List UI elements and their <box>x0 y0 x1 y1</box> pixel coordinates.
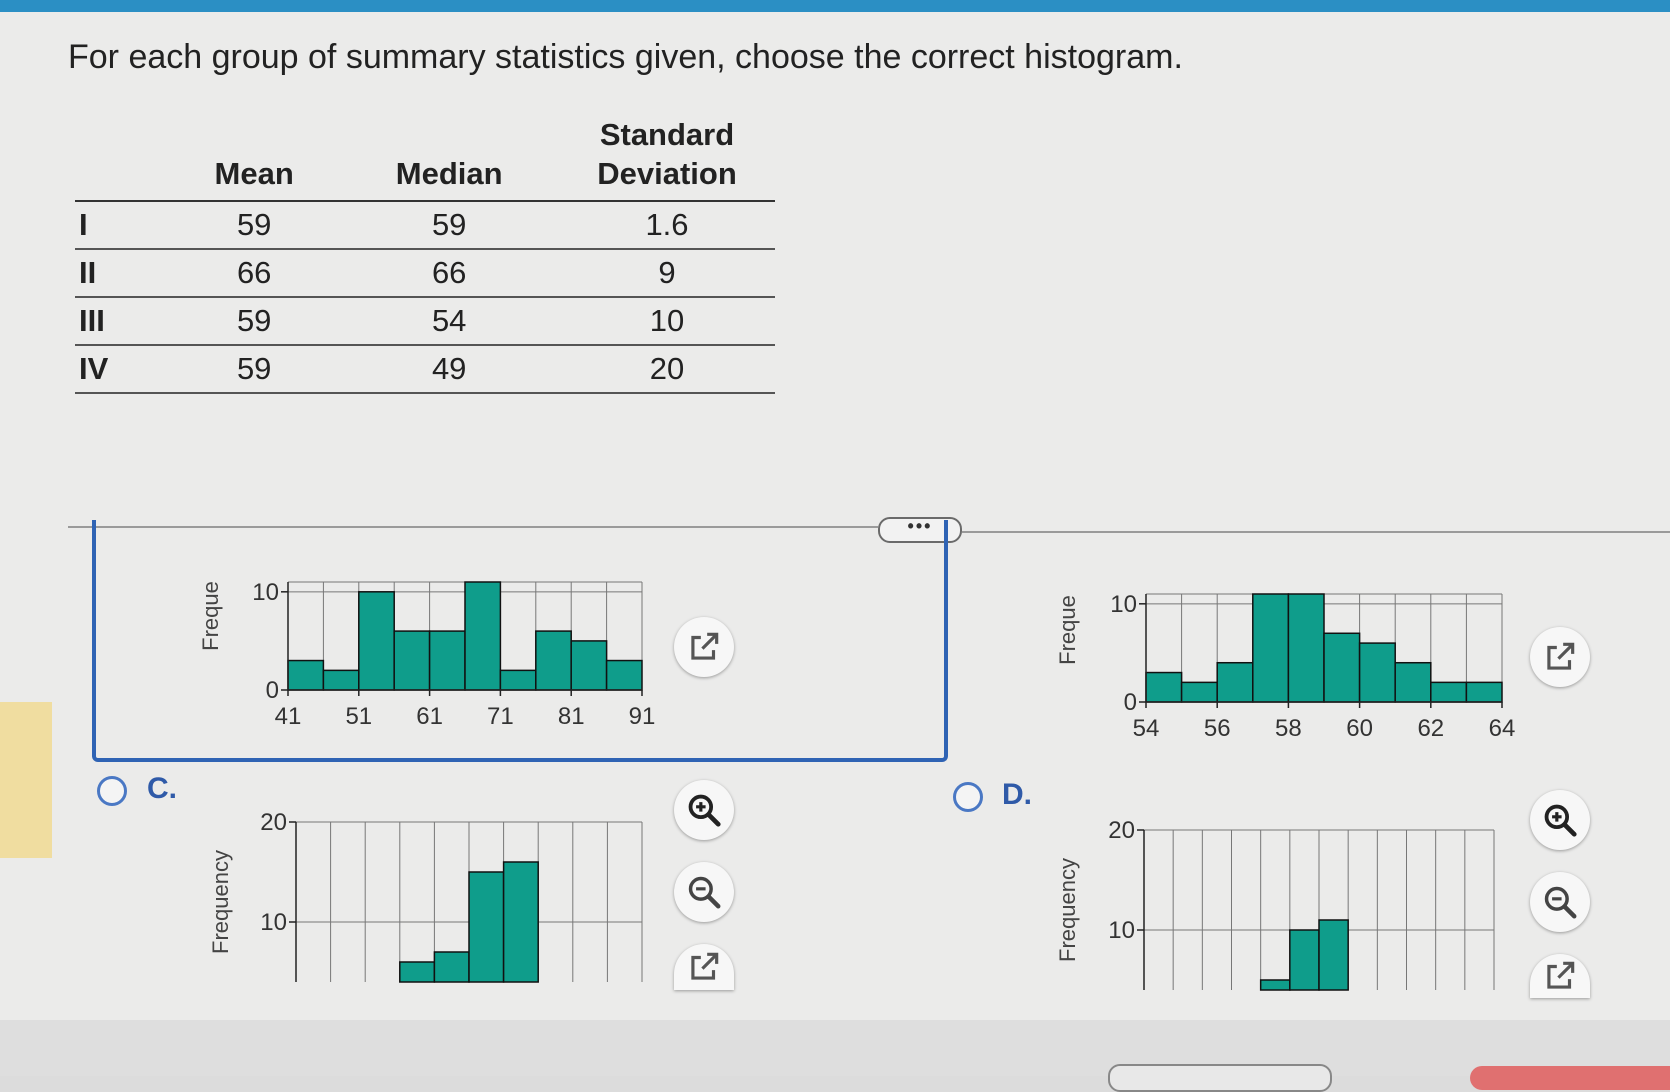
table-row: I 59 59 1.6 <box>75 200 775 250</box>
cell-mean: 59 <box>169 296 340 346</box>
expand-more-button[interactable]: ••• <box>878 517 962 543</box>
cell-mean: 66 <box>169 248 340 298</box>
footer-button[interactable] <box>1470 1066 1670 1090</box>
summary-stats-table: Mean Median Standard Deviation I 59 59 1… <box>75 110 775 394</box>
cell-sd: 1.6 <box>559 200 775 250</box>
cell-sd: 9 <box>559 248 775 298</box>
cell-mean: 59 <box>169 344 340 394</box>
table-header-row: Mean Median Standard Deviation <box>75 110 775 202</box>
option-c-radio[interactable] <box>97 776 127 806</box>
cell-median: 66 <box>339 248 559 298</box>
cell-mean: 59 <box>169 200 340 250</box>
section-divider <box>68 526 878 528</box>
zoom-out-icon <box>1544 886 1577 919</box>
side-tab <box>0 702 52 858</box>
zoom-out-icon <box>688 876 721 909</box>
header-blank <box>75 110 169 202</box>
table-row: II 66 66 9 <box>75 248 775 298</box>
enlarge-graph-button[interactable] <box>1530 954 1590 998</box>
cell-sd: 10 <box>559 296 775 346</box>
cell-median: 54 <box>339 296 559 346</box>
option-c-label[interactable]: C. <box>147 772 177 805</box>
cell-sd: 20 <box>559 344 775 394</box>
enlarge-graph-button[interactable] <box>674 617 734 677</box>
footer-button[interactable] <box>1108 1064 1332 1092</box>
external-link-icon <box>1547 961 1575 989</box>
enlarge-graph-button[interactable] <box>674 944 734 990</box>
top-accent-bar <box>0 0 1670 12</box>
zoom-in-button[interactable] <box>1530 790 1590 850</box>
external-link-icon <box>691 952 719 980</box>
option-d-label[interactable]: D. <box>1002 778 1032 811</box>
header-median: Median <box>339 110 559 202</box>
row-label: I <box>75 200 169 250</box>
row-label: IV <box>75 344 169 394</box>
cell-median: 49 <box>339 344 559 394</box>
zoom-in-icon <box>1544 804 1577 837</box>
external-link-icon <box>691 632 719 660</box>
header-standard-deviation: Standard Deviation <box>559 110 775 202</box>
header-mean: Mean <box>169 110 340 202</box>
footer-strip <box>0 1020 1670 1076</box>
table-row: III 59 54 10 <box>75 296 775 346</box>
option-d-radio[interactable] <box>953 782 983 812</box>
selected-option-frame <box>92 520 948 762</box>
question-prompt: For each group of summary statistics giv… <box>68 38 1183 76</box>
table-row: IV 59 49 20 <box>75 344 775 394</box>
zoom-in-button[interactable] <box>674 780 734 840</box>
enlarge-graph-button[interactable] <box>1530 627 1590 687</box>
zoom-out-button[interactable] <box>1530 872 1590 932</box>
cell-median: 59 <box>339 200 559 250</box>
zoom-out-button[interactable] <box>674 862 734 922</box>
section-divider <box>962 531 1670 533</box>
zoom-in-icon <box>688 794 721 827</box>
row-label: III <box>75 296 169 346</box>
row-label: II <box>75 248 169 298</box>
external-link-icon <box>1547 642 1575 670</box>
